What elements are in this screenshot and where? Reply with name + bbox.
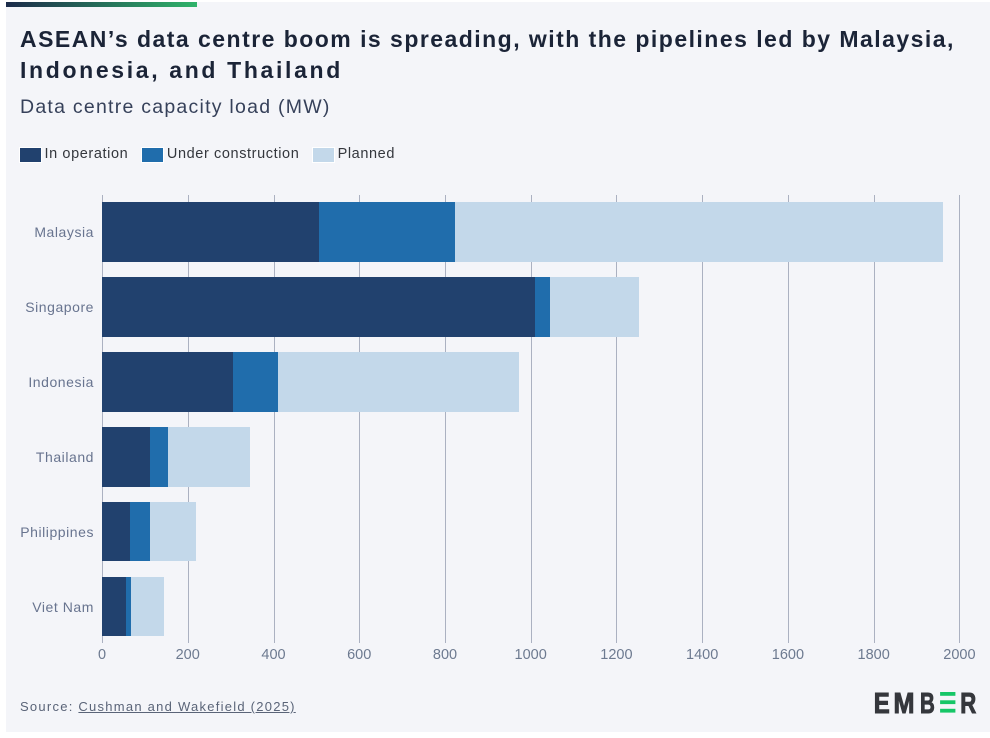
svg-text:B: B <box>920 688 935 720</box>
svg-text:M: M <box>894 688 915 720</box>
svg-text:E: E <box>874 688 890 720</box>
svg-text:R: R <box>960 688 976 720</box>
